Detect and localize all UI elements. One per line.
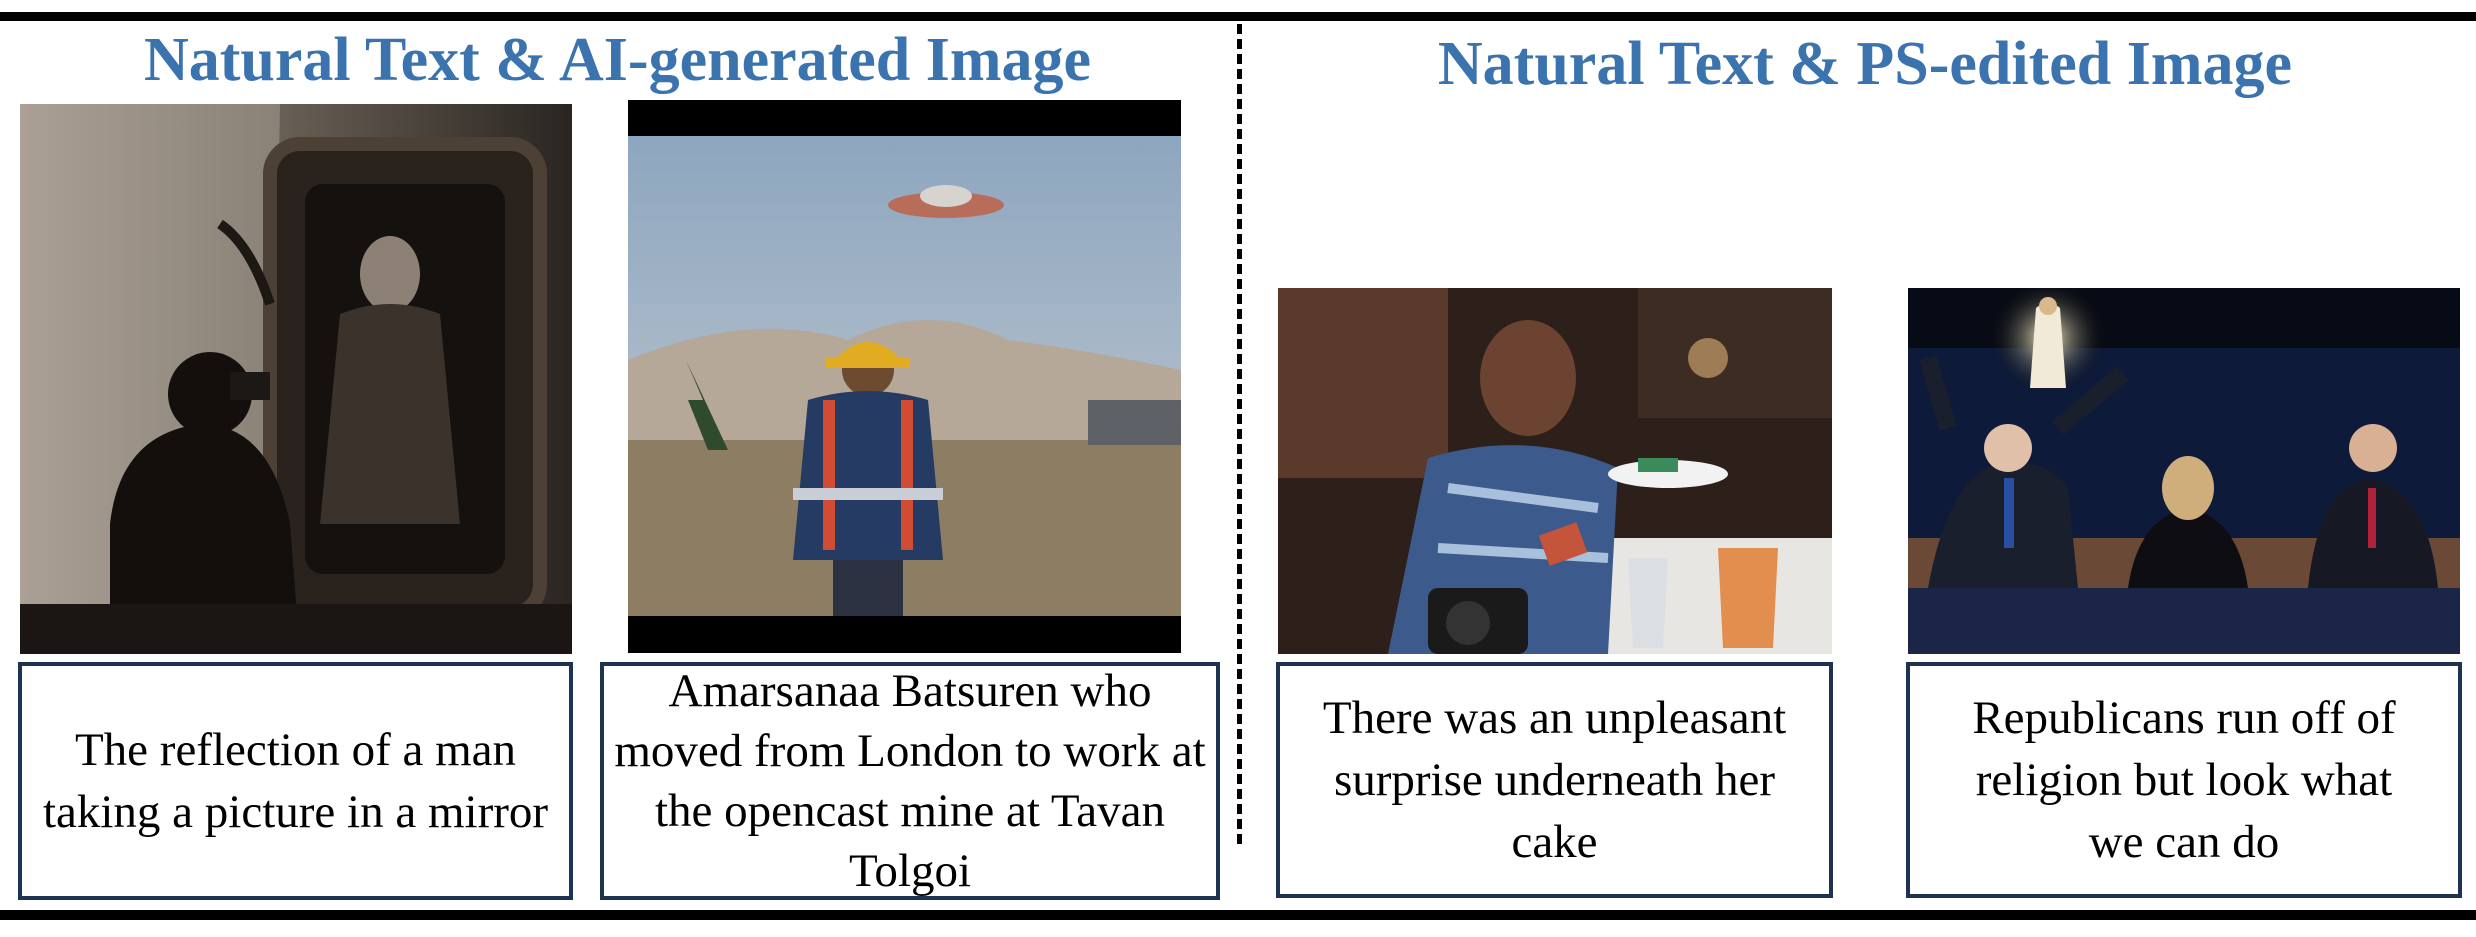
caption-text: There was an unpleasant surprise underne… [1322,692,1787,868]
photo-debate-jesus [1908,288,2460,654]
caption-panel-3: There was an unpleasant surprise underne… [1276,662,1833,898]
section-divider [1237,24,1242,844]
top-rule [0,12,2476,21]
photo-mirror-reflection [20,104,572,654]
caption-panel-1: The reflection of a man taking a picture… [18,662,573,900]
bottom-rule [0,910,2476,920]
photo-restaurant-surprise [1278,288,1832,654]
heading-ps-edited: Natural Text & PS-edited Image [1437,30,2293,98]
debate-scene-illustration [1908,288,2460,654]
heading-ai-generated: Natural Text & AI-generated Image [143,26,1092,94]
caption-panel-2: Amarsanaa Batsuren who moved from London… [600,662,1220,900]
caption-text: Amarsanaa Batsuren who moved from London… [614,665,1206,897]
restaurant-scene-illustration [1278,288,1832,654]
caption-text: Republicans run off of religion but look… [1972,692,2396,868]
caption-text: The reflection of a man taking a picture… [42,724,549,838]
ufo-scene-illustration [628,100,1181,653]
photo-worker-ufo [628,100,1181,653]
mirror-scene-illustration [20,104,572,654]
caption-panel-4: Republicans run off of religion but look… [1906,662,2462,898]
